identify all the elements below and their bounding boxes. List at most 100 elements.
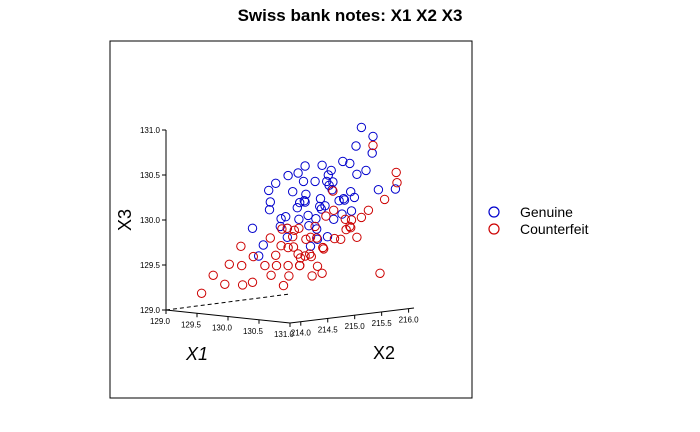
point-genuine (361, 165, 371, 176)
point-genuine (303, 210, 313, 221)
point-genuine (311, 214, 321, 224)
point-counterfeit (208, 270, 218, 280)
point-counterfeit (288, 232, 298, 242)
data-points (196, 122, 402, 298)
point-genuine (276, 214, 286, 224)
point-genuine (288, 187, 298, 197)
point-counterfeit (283, 242, 293, 253)
point-genuine (294, 214, 304, 225)
point-genuine (320, 201, 330, 211)
point-genuine (247, 223, 258, 234)
point-genuine (315, 194, 326, 204)
point-counterfeit (247, 277, 258, 287)
point-genuine (323, 170, 333, 180)
point-counterfeit (307, 271, 317, 281)
z-tick-label: 129.5 (140, 261, 161, 270)
z-tick-label: 131.0 (140, 126, 161, 135)
point-counterfeit (260, 260, 270, 271)
point-genuine (373, 185, 384, 195)
point-counterfeit (300, 251, 310, 261)
y-tick-label: 215.5 (372, 319, 393, 328)
point-counterfeit (306, 251, 316, 262)
point-counterfeit (277, 224, 287, 234)
point-counterfeit (278, 280, 289, 291)
point-counterfeit (328, 186, 338, 196)
point-genuine (338, 156, 348, 167)
x-tick-label: 130.5 (243, 327, 264, 336)
y-tick-label: 214.5 (318, 325, 339, 334)
point-genuine (312, 224, 322, 234)
legend-marker-genuine (488, 206, 500, 218)
z-tick-label: 130.0 (140, 216, 161, 225)
point-genuine (265, 197, 275, 207)
point-counterfeit (391, 167, 401, 178)
point-counterfeit (294, 223, 304, 234)
point-genuine (334, 196, 344, 206)
point-genuine (338, 194, 349, 204)
point-counterfeit (295, 260, 305, 271)
point-genuine (368, 131, 378, 142)
point-genuine (315, 201, 325, 212)
point-counterfeit (368, 140, 378, 151)
y-tick-label: 216.0 (399, 316, 420, 325)
point-genuine (337, 209, 347, 219)
legend: Genuine Counterfeit (488, 204, 589, 237)
x-tick-label: 131.0 (274, 330, 295, 339)
x-tick-label: 129.5 (181, 320, 202, 329)
point-genuine (254, 251, 264, 261)
point-counterfeit (271, 260, 282, 271)
point-genuine (264, 205, 275, 215)
point-genuine (271, 178, 281, 189)
point-counterfeit (363, 205, 374, 216)
point-counterfeit (236, 241, 246, 252)
point-genuine (293, 168, 303, 178)
point-counterfeit (352, 232, 362, 243)
point-counterfeit (284, 271, 294, 281)
point-counterfeit (283, 260, 293, 271)
point-counterfeit (289, 225, 299, 236)
point-counterfeit (312, 233, 322, 243)
z-tick-label: 130.5 (140, 171, 161, 180)
y-axis-label: X2 (373, 343, 395, 363)
point-counterfeit (312, 261, 323, 271)
plot-frame (109, 40, 473, 399)
point-counterfeit (288, 242, 299, 252)
point-genuine (367, 148, 377, 158)
point-counterfeit (305, 232, 316, 243)
point-genuine (390, 184, 401, 194)
point-genuine (346, 206, 357, 216)
point-genuine (312, 234, 323, 245)
point-counterfeit (237, 280, 248, 290)
point-counterfeit (392, 178, 402, 188)
point-counterfeit (224, 259, 235, 269)
point-genuine (345, 158, 355, 169)
point-counterfeit (379, 194, 390, 205)
point-counterfeit (340, 214, 350, 225)
point-counterfeit (318, 242, 328, 253)
point-counterfeit (346, 215, 357, 225)
point-counterfeit (321, 211, 331, 221)
point-genuine (352, 169, 362, 180)
point-counterfeit (317, 268, 327, 278)
point-genuine (295, 197, 305, 208)
point-counterfeit (282, 223, 292, 234)
z-axis-label: X3 (115, 209, 135, 231)
point-counterfeit (329, 233, 340, 244)
point-counterfeit (336, 234, 346, 245)
chart-title: Swiss bank notes: X1 X2 X3 (237, 6, 463, 25)
legend-label-counterfeit: Counterfeit (520, 221, 589, 237)
point-genuine (305, 241, 316, 252)
point-genuine (275, 221, 285, 232)
point-genuine (329, 214, 339, 225)
point-genuine (356, 122, 367, 133)
point-genuine (339, 195, 350, 205)
point-genuine (322, 232, 333, 242)
point-genuine (282, 232, 292, 243)
point-genuine (346, 187, 356, 197)
point-counterfeit (295, 253, 306, 263)
y-tick-label: 215.0 (345, 322, 366, 331)
point-genuine (298, 176, 309, 187)
point-counterfeit (196, 288, 207, 298)
point-counterfeit (375, 268, 385, 278)
